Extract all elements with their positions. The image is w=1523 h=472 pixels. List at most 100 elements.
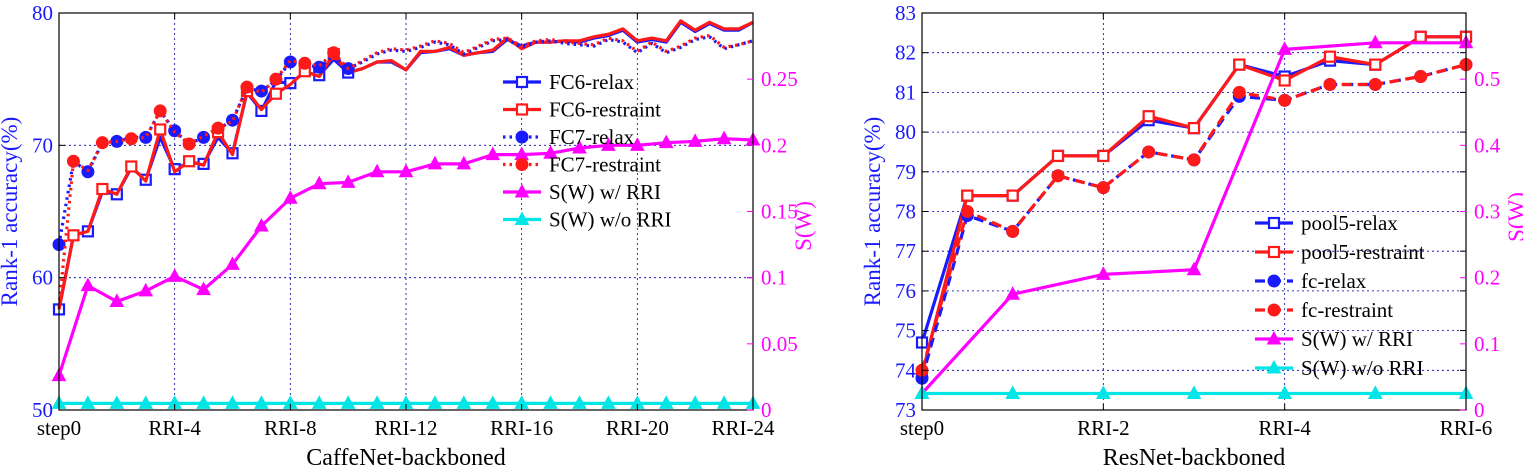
data-point-s5-19 <box>601 137 616 151</box>
legend-marker <box>515 103 529 116</box>
legend-label: fc-restraint <box>1301 298 1393 322</box>
data-point-s5-6 <box>225 256 240 270</box>
data-point-s6-21 <box>658 395 674 409</box>
data-point-s2-1 <box>67 229 80 242</box>
data-point-s2-8 <box>1278 74 1291 87</box>
y-tick-label: 70 <box>32 133 53 157</box>
x-tick-label: step0 <box>900 416 944 440</box>
data-point-s5-15 <box>485 146 501 161</box>
data-point-s4-1 <box>960 205 974 218</box>
y-tick-label: 74 <box>895 358 917 382</box>
data-point-s2-2 <box>1006 189 1019 202</box>
data-point-s6-2 <box>109 395 125 409</box>
y2-axis-title: S(W) <box>791 201 816 251</box>
y2-tick-label: 0 <box>761 398 772 422</box>
data-point-s6-19 <box>601 395 616 409</box>
data-point-s6-18 <box>572 395 587 409</box>
y2-axis-title: S(W) <box>1504 192 1523 242</box>
data-point-s5-7 <box>254 218 269 232</box>
data-point-s6-15 <box>485 395 501 409</box>
data-point-s6-11 <box>369 395 385 409</box>
series-line-4 <box>57 33 754 307</box>
y-tick-label: 79 <box>895 160 916 184</box>
data-point-s2-10 <box>1369 58 1382 71</box>
y-tick-label: 80 <box>32 1 53 25</box>
data-point-s5-3 <box>1186 261 1202 276</box>
legend-label: FC7-relax <box>549 125 635 149</box>
data-point-s2-15 <box>269 87 282 100</box>
data-point-s4-3 <box>95 136 109 150</box>
data-point-s5-13 <box>427 155 443 170</box>
data-point-s5-4 <box>1277 41 1293 55</box>
data-point-s2-1 <box>961 189 974 202</box>
x-tick-label: RRI-4 <box>1258 416 1311 440</box>
data-point-s5-18 <box>572 139 587 154</box>
data-point-s4-7 <box>153 104 167 118</box>
data-point-s2-5 <box>1142 110 1155 123</box>
data-point-s2-3 <box>1051 149 1065 163</box>
data-point-s4-10 <box>1368 77 1382 91</box>
data-point-s4-2 <box>1006 224 1020 238</box>
data-point-s5-10 <box>340 174 356 188</box>
data-point-s6-7 <box>254 395 269 409</box>
legend-marker <box>1267 303 1281 317</box>
legend-label: S(W) w/o RRI <box>1301 356 1424 380</box>
data-point-s4-17 <box>298 56 312 70</box>
data-point-s6-23 <box>716 395 732 409</box>
y-axis-title: Rank-1 accuracy(%) <box>0 117 22 307</box>
data-point-s6-22 <box>687 395 703 409</box>
legend-label: S(W) w/o RRI <box>549 208 672 232</box>
y2-tick-label: 0.25 <box>761 67 798 91</box>
data-point-s6-4 <box>1277 385 1293 399</box>
data-point-s5-23 <box>716 130 732 145</box>
data-point-s5-17 <box>543 145 558 159</box>
legend-label: pool5-relax <box>1301 211 1398 235</box>
data-point-s2-7 <box>1233 58 1246 71</box>
data-point-s4-8 <box>1278 93 1292 107</box>
data-point-s5-2 <box>109 293 125 307</box>
data-point-s4-5 <box>1142 145 1156 159</box>
data-point-s5-8 <box>282 190 298 204</box>
data-point-s5-4 <box>167 268 183 282</box>
data-point-s2-7 <box>154 123 167 136</box>
y2-tick-label: 0.2 <box>1474 266 1500 290</box>
data-point-s4-9 <box>182 137 196 151</box>
data-point-s6-2 <box>1095 385 1111 399</box>
data-point-s6-1 <box>1005 385 1021 399</box>
data-point-s6-6 <box>225 395 240 409</box>
y2-tick-label: 0.1 <box>761 266 787 290</box>
data-point-s4-4 <box>1096 181 1110 195</box>
data-point-s6-10 <box>340 395 356 409</box>
data-point-s4-6 <box>1187 153 1201 167</box>
data-point-s4-3 <box>1051 169 1065 183</box>
data-point-s5-1 <box>1005 286 1021 300</box>
data-point-s5-11 <box>369 163 385 178</box>
data-point-s6-14 <box>456 395 472 409</box>
data-point-s4-9 <box>1323 77 1337 91</box>
data-point-s6-5 <box>196 395 211 409</box>
legend-marker <box>1266 330 1282 345</box>
data-point-s2-11 <box>1414 30 1427 43</box>
data-point-s5-1 <box>80 277 96 292</box>
data-point-s5-5 <box>196 281 211 296</box>
x-axis-title: CaffeNet-backboned <box>306 445 505 471</box>
legend-label: fc-relax <box>1301 269 1367 293</box>
data-point-s2-4 <box>1097 149 1110 163</box>
y2-tick-label: 0.1 <box>1474 332 1500 356</box>
x-tick-label: RRI-6 <box>1440 416 1493 440</box>
data-point-s3-12 <box>226 113 239 127</box>
x-tick-label: RRI-12 <box>375 416 438 440</box>
y-tick-label: 60 <box>32 266 53 290</box>
legend-label: S(W) w/ RRI <box>549 180 661 204</box>
x-tick-label: RRI-4 <box>148 416 201 440</box>
legend-label: FC7-restraint <box>549 153 661 177</box>
x-axis-title: ResNet-backboned <box>1103 445 1286 471</box>
legend-label: FC6-restraint <box>549 98 661 122</box>
data-point-s4-13 <box>240 80 254 94</box>
data-point-s5-9 <box>311 175 327 190</box>
data-point-s4-1 <box>66 154 80 168</box>
data-point-s6-1 <box>80 395 96 409</box>
x-tick-label: RRI-16 <box>490 416 553 440</box>
data-point-s4-11 <box>211 121 225 135</box>
